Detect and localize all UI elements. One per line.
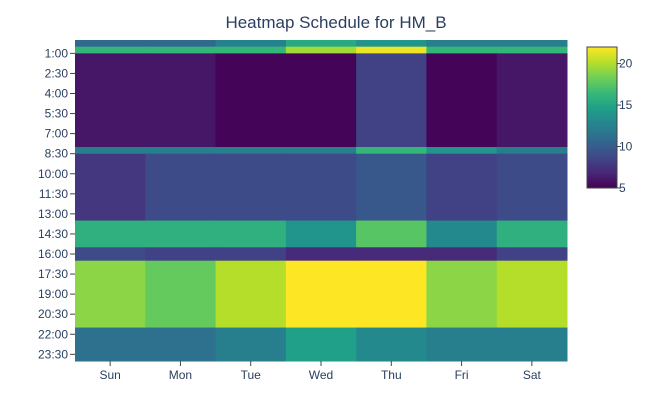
colorbar-tick-label: 10 [619,140,633,154]
x-tick-label: Sat [523,368,542,382]
heatmap-cell [285,53,357,148]
heatmap-cell [145,53,217,148]
x-axis: Sun Mon Tue Wed Thu Fri Sat [99,361,542,382]
heatmap-cell [215,40,287,48]
x-tick-label: Mon [169,368,192,382]
y-tick-label: 23:30 [38,347,68,361]
heatmap-cell [145,153,217,222]
y-tick-label: 1:00 [45,46,69,60]
heatmap-cell [145,40,217,48]
heatmap-cell [215,53,287,148]
y-tick-label: 10:00 [38,167,68,181]
y-tick-label: 20:30 [38,307,68,321]
colorbar-tick-label: 20 [619,57,633,71]
heatmap-cell [285,46,357,54]
heatmap-cell [75,53,146,148]
heatmap-cell [356,327,427,362]
colorbar-tick-label: 5 [619,181,626,195]
heatmap-cell [356,40,427,48]
heatmap-cell [285,260,357,329]
heatmap-cell [215,147,287,155]
heatmap-cell [145,260,217,329]
heatmap-cell [285,220,357,248]
chart-title: Heatmap Schedule for HM_B [225,13,446,32]
heatmap-cell [356,147,427,155]
heatmap-cell [356,260,427,329]
heatmap-cell [496,40,568,48]
heatmap-cell [426,327,498,362]
y-tick-label: 4:00 [45,87,69,101]
heatmap-cell [75,147,146,155]
heatmap-cell [145,247,217,262]
heatmap-cell [215,220,287,248]
heatmap-cell [75,46,146,54]
heatmap-cell [285,247,357,262]
y-tick-label: 7:00 [45,127,69,141]
y-axis: 1:00 2:30 4:00 5:30 7:00 8:30 10:00 11:30 13:00 1… [38,46,75,361]
y-tick-label: 16:00 [38,247,68,261]
heatmap-cell [145,327,217,362]
x-tick-label: Wed [309,368,333,382]
heatmap-cell [356,153,427,222]
heatmap-cell [75,260,146,329]
heatmap-cell [75,327,146,362]
y-tick-label: 8:30 [45,147,69,161]
heatmap-cell [356,220,427,248]
heatmap-cell [215,247,287,262]
y-tick-label: 19:00 [38,287,68,301]
heatmap-cell [285,147,357,155]
y-tick-label: 11:30 [39,187,68,201]
x-tick-label: Tue [241,368,262,382]
heatmap-cell [426,153,498,222]
y-tick-label: 2:30 [45,66,69,80]
heatmap-cell [496,327,568,362]
x-tick-label: Fri [455,368,469,382]
heatmap-cell [426,40,498,48]
heatmap-cell [426,247,498,262]
colorbar: 5 10 15 20 [586,46,633,195]
colorbar-tick-label: 15 [619,98,633,112]
heatmap-cell [496,153,568,222]
heatmap-cell [426,220,498,248]
y-tick-label: 14:30 [38,227,68,241]
heatmap-cell [285,40,357,48]
heatmap-cell [145,220,217,248]
heatmap-cell [215,46,287,54]
heatmap-cell [426,46,498,54]
y-tick-label: 5:30 [45,107,69,121]
heatmap-cell [285,153,357,222]
heatmap-cell [75,40,146,48]
heatmap-cell [356,247,427,262]
heatmap-cell [426,147,498,155]
heatmap-cell [496,260,568,329]
heatmap-cell [426,260,498,329]
heatmap-cells [75,40,568,362]
heatmap-cell [215,327,287,362]
heatmap-cell [215,153,287,222]
x-tick-label: Sun [99,368,120,382]
heatmap-cell [75,247,146,262]
heatmap-cell [145,46,217,54]
heatmap-cell [215,260,287,329]
heatmap-cell [496,220,568,248]
heatmap-cell [356,53,427,148]
heatmap-cell [356,46,427,54]
heatmap-cell [75,220,146,248]
y-tick-label: 17:30 [38,267,68,281]
colorbar-gradient [586,46,618,189]
x-tick-label: Thu [381,368,402,382]
heatmap-cell [285,327,357,362]
heatmap-cell [496,247,568,262]
heatmap-cell [75,153,146,222]
heatmap-cell [496,147,568,155]
heatmap-cell [496,53,568,148]
heatmap-cell [426,53,498,148]
y-tick-label: 13:00 [38,207,68,221]
heatmap-cell [145,147,217,155]
y-tick-label: 22:00 [38,327,68,341]
heatmap-cell [496,46,568,54]
